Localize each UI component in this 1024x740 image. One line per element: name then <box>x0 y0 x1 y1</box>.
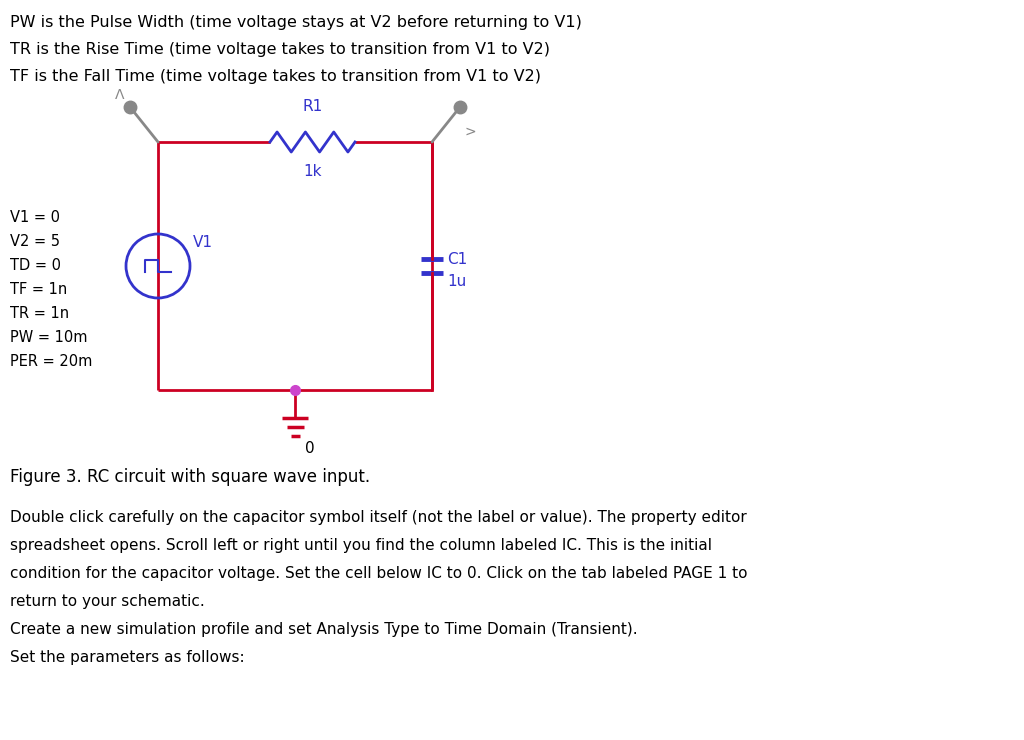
Text: TR is the Rise Time (time voltage takes to transition from V1 to V2): TR is the Rise Time (time voltage takes … <box>10 42 550 57</box>
Text: Double click carefully on the capacitor symbol itself (not the label or value). : Double click carefully on the capacitor … <box>10 510 746 525</box>
Text: TD = 0: TD = 0 <box>10 258 61 273</box>
Text: TR = 1n: TR = 1n <box>10 306 70 321</box>
Text: V2 = 5: V2 = 5 <box>10 234 60 249</box>
Text: spreadsheet opens. Scroll left or right until you find the column labeled IC. Th: spreadsheet opens. Scroll left or right … <box>10 538 712 553</box>
Text: Λ: Λ <box>116 88 125 102</box>
Text: Figure 3. RC circuit with square wave input.: Figure 3. RC circuit with square wave in… <box>10 468 370 486</box>
Text: return to your schematic.: return to your schematic. <box>10 594 205 609</box>
Text: C1: C1 <box>447 252 467 267</box>
Text: condition for the capacitor voltage. Set the cell below IC to 0. Click on the ta: condition for the capacitor voltage. Set… <box>10 566 748 581</box>
Text: 0: 0 <box>305 441 314 456</box>
Text: PW is the Pulse Width (time voltage stays at V2 before returning to V1): PW is the Pulse Width (time voltage stay… <box>10 15 582 30</box>
Text: Set the parameters as follows:: Set the parameters as follows: <box>10 650 245 665</box>
Text: V1 = 0: V1 = 0 <box>10 210 60 225</box>
Text: Create a new simulation profile and set Analysis Type to Time Domain (Transient): Create a new simulation profile and set … <box>10 622 638 637</box>
Text: TF = 1n: TF = 1n <box>10 282 68 297</box>
Text: PER = 20m: PER = 20m <box>10 354 92 369</box>
Text: V1: V1 <box>193 235 213 250</box>
Text: PW = 10m: PW = 10m <box>10 330 87 345</box>
Text: R1: R1 <box>302 99 323 114</box>
Text: TF is the Fall Time (time voltage takes to transition from V1 to V2): TF is the Fall Time (time voltage takes … <box>10 69 541 84</box>
Text: >: > <box>465 125 476 139</box>
Text: 1u: 1u <box>447 275 466 289</box>
Text: 1k: 1k <box>303 164 322 179</box>
